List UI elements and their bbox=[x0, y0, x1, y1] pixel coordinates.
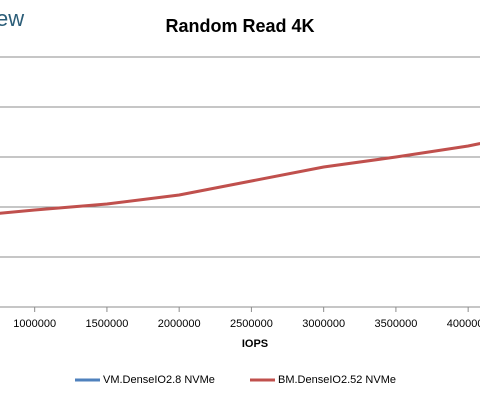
legend-label: BM.DenseIO2.52 NVMe bbox=[278, 374, 396, 386]
legend-label: VM.DenseIO2.8 NVMe bbox=[103, 374, 215, 386]
x-axis-label: IOPS bbox=[242, 338, 268, 350]
chart-title: Random Read 4K bbox=[165, 16, 314, 36]
plot-area bbox=[0, 142, 480, 215]
x-tick-label: 2500000 bbox=[230, 318, 273, 330]
x-tick-label: 4000000 bbox=[447, 318, 480, 330]
series-line bbox=[0, 142, 480, 215]
x-tick-label: 1000000 bbox=[13, 318, 56, 330]
x-tick-label: 2000000 bbox=[158, 318, 201, 330]
x-tick-label: 3500000 bbox=[374, 318, 417, 330]
logo-fragment: ew bbox=[0, 6, 24, 31]
x-tick-label: 1500000 bbox=[86, 318, 129, 330]
x-tick-label: 3000000 bbox=[302, 318, 345, 330]
